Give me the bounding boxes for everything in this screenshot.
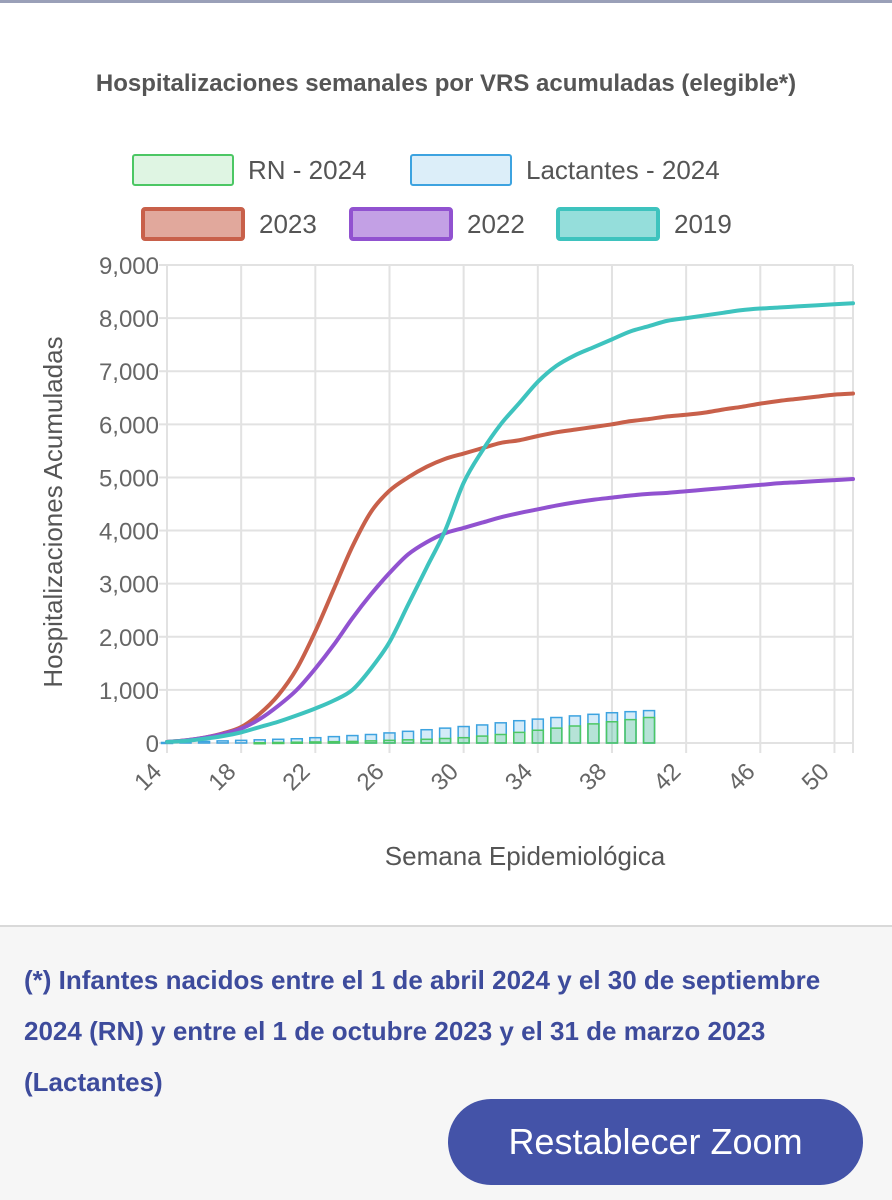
legend-label-lactantes_2024: Lactantes - 2024 <box>526 155 720 185</box>
bar-rn_2024 <box>624 718 637 744</box>
chart-canvas[interactable]: 0 1,000 2,000 3,000 4,000 5,000 6,000 7,000 8,00… <box>0 0 892 925</box>
bar-rn_2024 <box>309 741 322 744</box>
x-tick-label: 34 <box>500 758 538 796</box>
bar-lactantes_2024 <box>197 740 211 744</box>
top-border <box>0 0 892 3</box>
x-axis-title: Semana Epidemiológica <box>385 841 666 871</box>
footer-panel: (*) Infantes nacidos entre el 1 de abril… <box>0 925 892 1200</box>
y-tick-label: 1,000 <box>99 678 159 705</box>
x-tick-label: 18 <box>203 758 241 796</box>
bar-rn_2024 <box>531 729 545 744</box>
x-tick-label: 50 <box>797 758 835 796</box>
grid-layer <box>159 264 854 753</box>
reset-zoom-button[interactable]: Restablecer Zoom <box>448 1099 863 1185</box>
legend-swatch-y2022 <box>349 207 453 241</box>
y-tick-label: 0 <box>146 731 159 758</box>
bar-rn_2024 <box>513 731 526 744</box>
y-tick-label: 2,000 <box>99 625 159 652</box>
x-tick-label: 14 <box>129 758 167 796</box>
y-tick-label: 5,000 <box>99 465 159 492</box>
line-series-y2023 <box>165 391 855 744</box>
bar-rn_2024 <box>271 741 285 745</box>
bar-rn_2024 <box>438 737 452 744</box>
bar-rn_2024 <box>642 716 656 744</box>
bar-rn_2024 <box>457 736 470 744</box>
axes-layer: 0 1,000 2,000 3,000 4,000 5,000 6,000 7,000 8,00… <box>38 253 835 871</box>
y-tick-label: 8,000 <box>99 306 159 333</box>
bar-lactantes_2024 <box>234 739 248 744</box>
bar-rn_2024 <box>253 741 266 745</box>
line-series-y2022 <box>165 477 855 744</box>
bar-rn_2024 <box>475 735 489 744</box>
bar-rn_2024 <box>568 725 582 744</box>
y-tick-label: 3,000 <box>99 572 159 599</box>
y-tick-label: 7,000 <box>99 359 159 386</box>
chart-title: Hospitalizaciones semanales por VRS acum… <box>95 70 797 97</box>
y-tick-label: 6,000 <box>99 412 159 439</box>
bar-rn_2024 <box>401 739 415 744</box>
bar-rn_2024 <box>587 723 600 744</box>
bar-rn_2024 <box>327 740 341 744</box>
bar-rn_2024 <box>420 738 433 744</box>
bar-lactantes_2024 <box>216 740 229 744</box>
x-tick-label: 30 <box>426 758 464 796</box>
bar-rn_2024 <box>383 739 396 744</box>
x-tick-label: 26 <box>352 758 390 796</box>
footnote-text: (*) Infantes nacidos entre el 1 de abril… <box>24 965 821 1097</box>
x-tick-label: 38 <box>574 758 612 796</box>
x-tick-label: 22 <box>278 758 316 796</box>
y-tick-label: 9,000 <box>99 253 159 280</box>
x-tick-label: 46 <box>723 758 761 796</box>
bar-rn_2024 <box>494 733 507 744</box>
legend-label-y2019: 2019 <box>674 209 732 239</box>
lines-layer <box>165 301 855 744</box>
bar-rn_2024 <box>290 741 304 744</box>
legend-label-rn_2024: RN - 2024 <box>248 155 367 185</box>
bar-rn_2024 <box>550 727 563 744</box>
x-tick-label: 42 <box>648 758 686 796</box>
y-axis-title: Hospitalizaciones Acumuladas <box>38 336 68 687</box>
bars-layer <box>160 709 656 745</box>
legend-label-y2023: 2023 <box>259 209 317 239</box>
legend-swatch-lactantes_2024 <box>410 154 512 186</box>
line-series-y2019 <box>165 301 855 744</box>
bar-rn_2024 <box>605 721 619 744</box>
y-tick-label: 4,000 <box>99 519 159 546</box>
legend-label-y2022: 2022 <box>467 209 525 239</box>
legend-swatch-rn_2024 <box>132 154 234 186</box>
bar-rn_2024 <box>364 740 378 744</box>
chart-card <box>0 3 892 925</box>
bar-rn_2024 <box>346 740 359 744</box>
legend-swatch-y2019 <box>556 207 660 241</box>
legend-layer: RN - 2024 Lactantes - 2024 2023 2022 2019 <box>132 154 732 241</box>
legend-swatch-y2023 <box>141 207 245 241</box>
